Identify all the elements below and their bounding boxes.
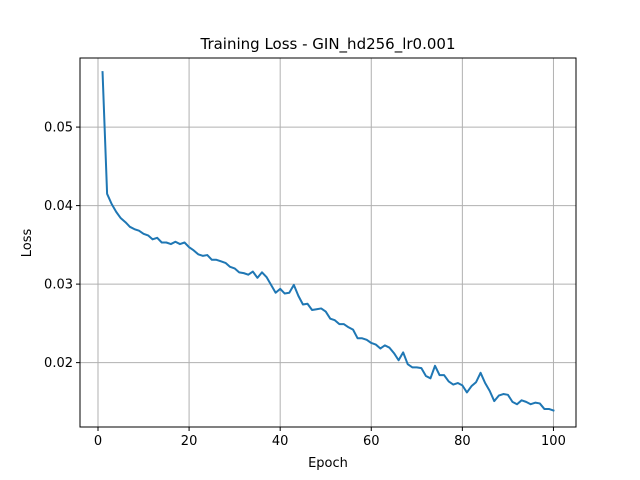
loss-series-line bbox=[101, 71, 555, 412]
series-layer bbox=[101, 71, 555, 412]
chart-title: Training Loss - GIN_hd256_lr0.001 bbox=[199, 35, 455, 54]
plot-frame bbox=[79, 57, 577, 428]
x-tick-label: 40 bbox=[272, 434, 289, 449]
y-tick-label: 0.02 bbox=[44, 356, 73, 371]
axis-ticks: 0 20 40 60 80 100 0.02 0.03 0.04 0.05 bbox=[44, 121, 566, 449]
plot-area bbox=[80, 58, 576, 427]
grid-lines bbox=[80, 58, 576, 427]
x-tick-label: 20 bbox=[181, 434, 198, 449]
x-tick-label: 60 bbox=[363, 434, 380, 449]
x-tick-label: 0 bbox=[94, 434, 102, 449]
y-tick-label: 0.05 bbox=[44, 121, 73, 136]
y-tick-label: 0.04 bbox=[44, 199, 73, 214]
x-axis-label: Epoch bbox=[308, 456, 348, 471]
y-axis-label: Loss bbox=[20, 229, 35, 258]
x-tick-label: 80 bbox=[454, 434, 471, 449]
y-tick-label: 0.03 bbox=[44, 278, 73, 293]
x-tick-label: 100 bbox=[541, 434, 566, 449]
